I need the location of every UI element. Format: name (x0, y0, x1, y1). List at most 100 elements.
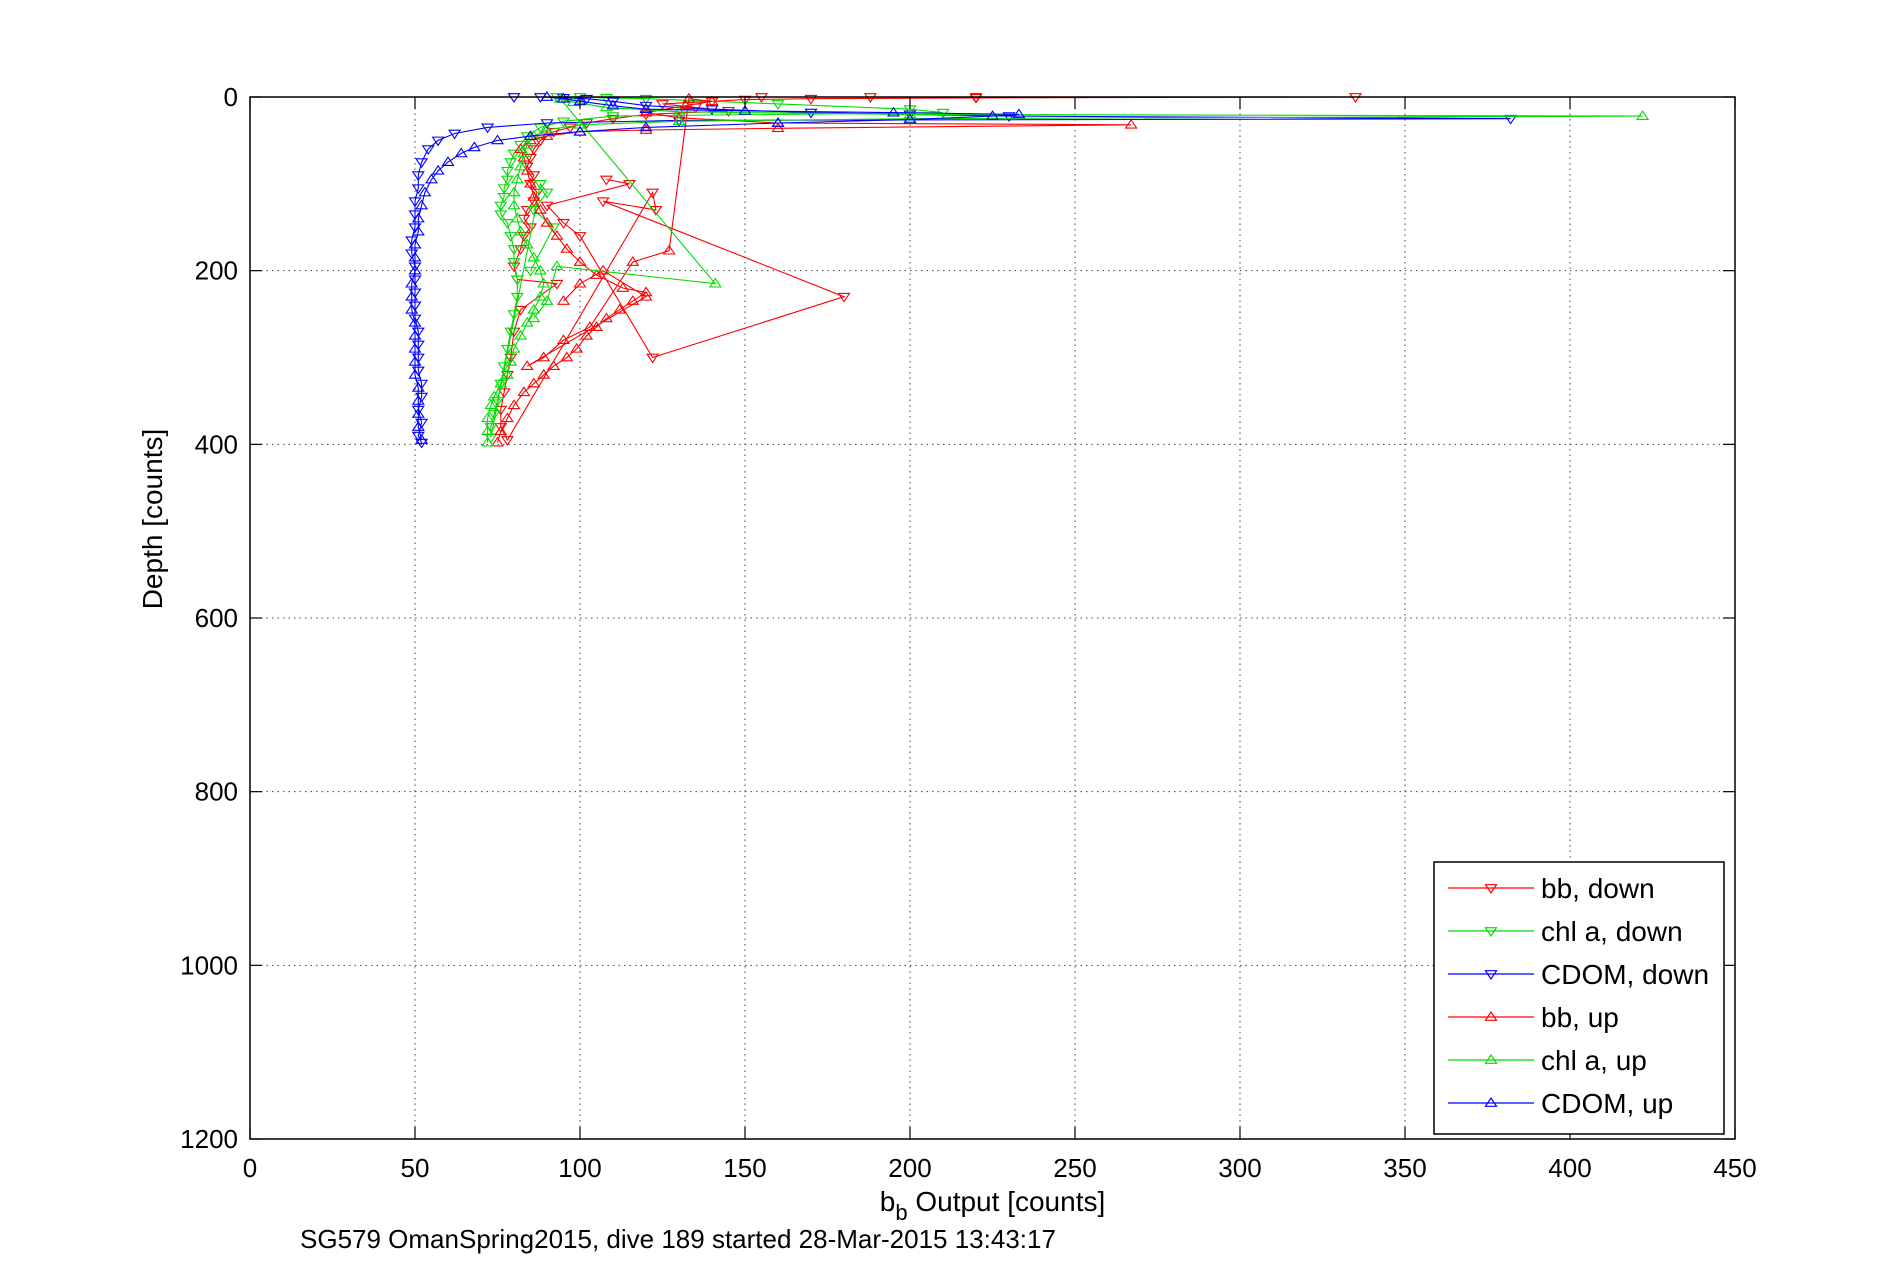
x-tick-label: 0 (243, 1153, 257, 1183)
data-point (494, 379, 508, 390)
data-point (771, 100, 785, 110)
data-point (533, 290, 547, 301)
data-point (540, 188, 554, 199)
data-point (1636, 110, 1650, 120)
data-point (408, 355, 422, 366)
legend-marker (1484, 884, 1498, 895)
legend-marker (1484, 970, 1498, 981)
data-point (507, 199, 521, 210)
data-point (504, 158, 518, 169)
data-point (573, 232, 587, 242)
data-point (494, 201, 508, 212)
data-point (500, 368, 514, 379)
data-point (606, 114, 620, 125)
legend-label: chl a, down (1541, 916, 1683, 947)
legend-marker (1484, 1096, 1498, 1107)
data-point (583, 321, 597, 331)
data-point (639, 101, 653, 112)
data-point (639, 94, 653, 105)
legend-label: bb, up (1541, 1002, 1619, 1033)
data-point (411, 212, 425, 223)
data-point (405, 277, 419, 288)
data-point (411, 171, 425, 182)
legend-marker (1484, 1053, 1498, 1064)
x-tick-label: 100 (558, 1153, 601, 1183)
data-point (408, 342, 422, 353)
data-point (606, 99, 620, 110)
data-point (497, 388, 511, 399)
data-point (537, 368, 551, 379)
data-point (527, 377, 541, 388)
data-point (504, 327, 518, 338)
data-point (556, 295, 571, 305)
legend-label: CDOM, up (1541, 1088, 1673, 1119)
plot-series (405, 91, 1650, 449)
data-point (514, 225, 528, 236)
x-tick-label: 150 (723, 1153, 766, 1183)
data-point (556, 334, 571, 344)
data-point (721, 107, 736, 117)
data-point (507, 342, 521, 353)
data-point (500, 166, 514, 177)
data-point (481, 425, 495, 436)
data-point (1124, 118, 1138, 129)
grid (250, 97, 1735, 1139)
data-point (649, 206, 663, 216)
data-point (487, 410, 501, 420)
data-point (599, 94, 613, 104)
data-point (639, 290, 653, 301)
data-point (490, 436, 505, 447)
data-point (405, 303, 419, 314)
data-point (540, 216, 554, 227)
data-point (500, 219, 514, 229)
data-point (550, 260, 564, 271)
y-tick-label: 800 (195, 777, 238, 807)
data-point (886, 106, 901, 117)
data-point (497, 184, 511, 195)
data-point (408, 314, 422, 325)
data-point (487, 390, 501, 401)
data-point (411, 421, 425, 431)
data-point (504, 232, 518, 242)
data-point (540, 295, 554, 305)
data-point (490, 397, 505, 407)
data-point (646, 353, 660, 364)
data-point (985, 110, 1000, 120)
data-point (500, 371, 514, 381)
legend-marker (1484, 927, 1498, 938)
data-point (863, 93, 877, 103)
data-point (639, 106, 653, 117)
series-5 (405, 91, 1026, 444)
data-point (411, 225, 425, 236)
data-point (589, 321, 604, 331)
x-axis-label-main: b (880, 1186, 896, 1217)
data-point (969, 94, 983, 104)
data-point (573, 277, 587, 288)
data-point (497, 362, 511, 373)
data-point (662, 244, 676, 255)
y-tick-label: 1000 (180, 950, 238, 980)
data-point (533, 179, 547, 190)
x-tick-label: 350 (1383, 1153, 1426, 1183)
data-point (527, 312, 541, 323)
figure-caption: SG579 OmanSpring2015, dive 189 started 2… (300, 1224, 1056, 1254)
data-point (599, 175, 613, 186)
data-point (510, 292, 524, 303)
series-4 (481, 92, 1650, 447)
data-point (494, 210, 508, 221)
data-point (527, 190, 541, 201)
legend-box (1433, 861, 1725, 1135)
x-tick-label: 300 (1218, 1153, 1261, 1183)
data-point (520, 360, 534, 371)
data-point (556, 92, 571, 103)
data-point (520, 206, 534, 216)
data-point (441, 156, 455, 166)
data-point (903, 108, 917, 119)
data-point (517, 386, 531, 397)
data-point (408, 197, 422, 208)
data-point (517, 147, 531, 158)
data-point (540, 91, 554, 101)
x-tick-label: 50 (401, 1153, 430, 1183)
data-point (540, 124, 554, 134)
data-point (639, 103, 653, 114)
